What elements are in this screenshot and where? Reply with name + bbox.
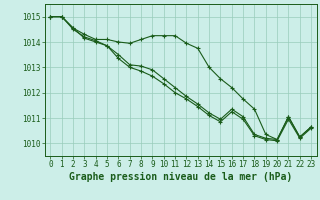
- X-axis label: Graphe pression niveau de la mer (hPa): Graphe pression niveau de la mer (hPa): [69, 172, 292, 182]
